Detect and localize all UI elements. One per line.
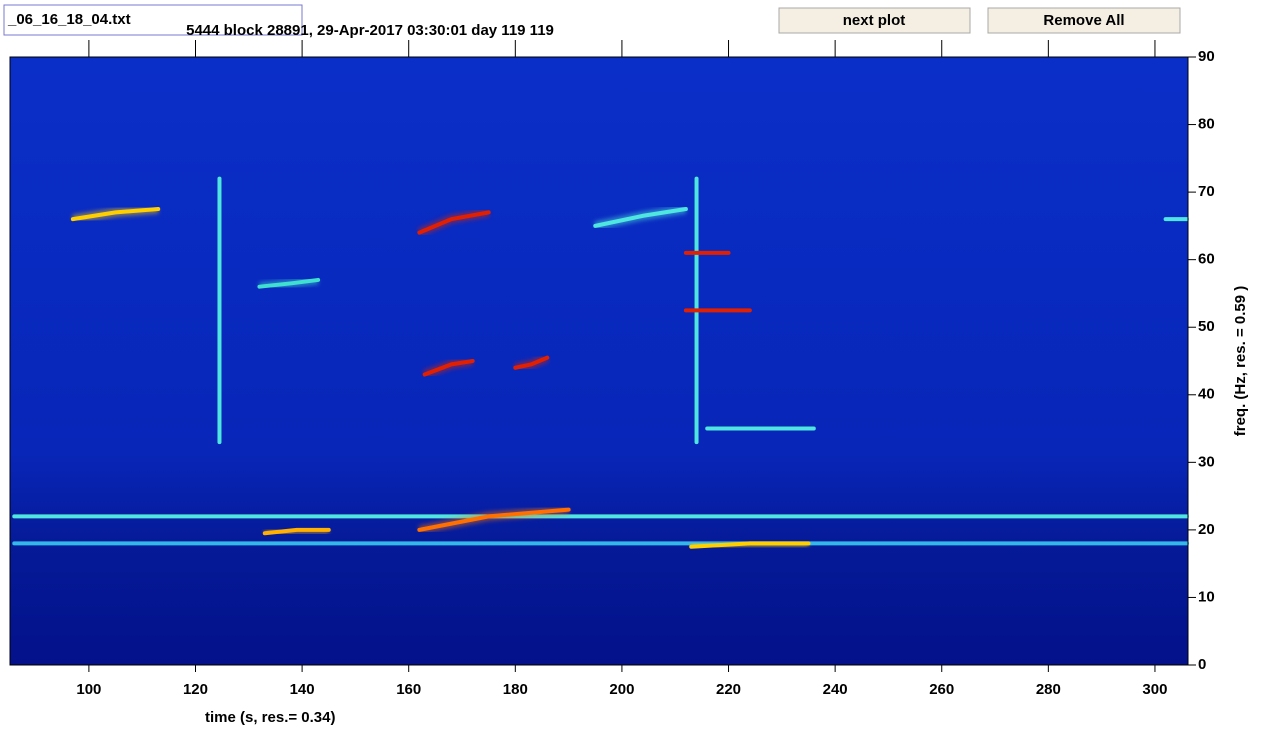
track (689, 541, 811, 549)
spectrogram-background (10, 57, 1188, 665)
x-tick-label: 160 (396, 681, 421, 698)
track (257, 277, 321, 289)
y-tick-label: 40 (1198, 386, 1215, 403)
y-tick-label: 70 (1198, 183, 1215, 200)
chart-title: 5444 block 28891, 29-Apr-2017 03:30:01 d… (186, 22, 554, 39)
x-tick-label: 280 (1036, 681, 1061, 698)
track (513, 355, 550, 370)
x-tick-label: 200 (609, 681, 634, 698)
track (593, 207, 688, 228)
y-tick-label: 30 (1198, 453, 1215, 470)
y-tick-label: 20 (1198, 521, 1215, 538)
track (417, 507, 571, 532)
x-tick-label: 180 (503, 681, 528, 698)
remove-all-button[interactable]: Remove All (987, 7, 1181, 34)
x-tick-label: 300 (1142, 681, 1167, 698)
y-axis-label: freq. (Hz, res. = 0.59 ) (1232, 286, 1249, 436)
button-label: Remove All (1043, 12, 1124, 29)
file-field[interactable] (3, 4, 303, 36)
x-axis-label: time (s, res.= 0.34) (205, 709, 336, 726)
next-plot-button[interactable]: next plot (778, 7, 971, 34)
x-tick-label: 240 (823, 681, 848, 698)
y-tick-label: 90 (1198, 48, 1215, 65)
file-name: _06_16_18_04.txt (7, 11, 131, 28)
x-tick-label: 140 (290, 681, 315, 698)
y-tick-label: 0 (1198, 656, 1206, 673)
x-tick-label: 220 (716, 681, 741, 698)
plot-frame (9, 56, 1189, 666)
track (422, 359, 475, 377)
track (262, 527, 331, 536)
x-tick-label: 260 (929, 681, 954, 698)
x-tick-label: 100 (76, 681, 101, 698)
y-tick-label: 60 (1198, 251, 1215, 268)
x-tick-label: 120 (183, 681, 208, 698)
track (417, 210, 491, 235)
y-tick-label: 10 (1198, 588, 1215, 605)
y-tick-label: 80 (1198, 116, 1215, 133)
track (70, 207, 161, 222)
y-tick-label: 50 (1198, 318, 1215, 335)
button-label: next plot (843, 12, 906, 29)
